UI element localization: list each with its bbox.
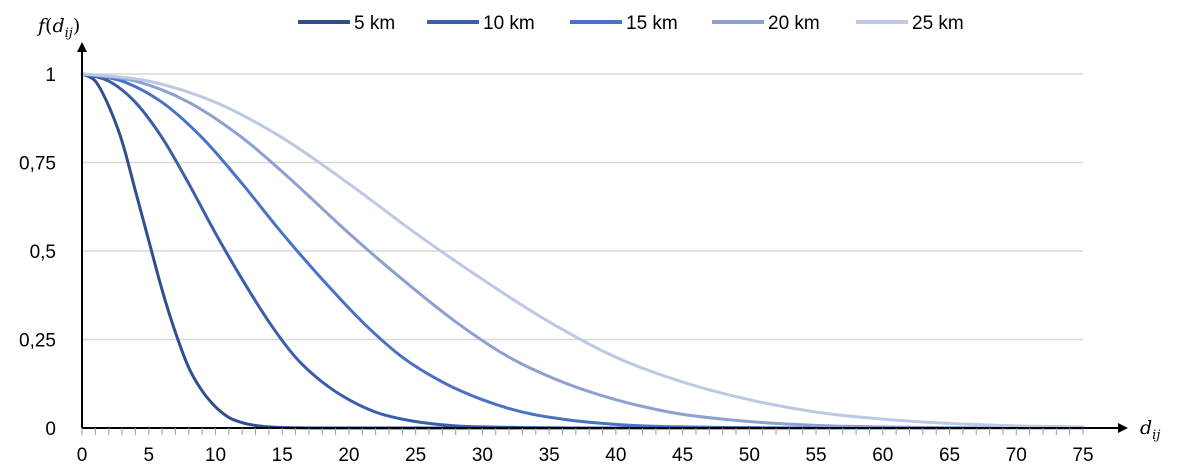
y-tick-label-4: 1 [45, 65, 56, 86]
x-tick-label-5: 25 [405, 445, 426, 466]
y-axis-title-base: d [52, 15, 64, 37]
y-tick-label-0: 0 [45, 419, 56, 440]
series-line-20-km [80, 72, 1085, 430]
legend-label-1: 10 km [483, 13, 535, 34]
series-line-25-km [80, 72, 1085, 429]
x-axis-title-sub: ij [1152, 428, 1160, 443]
x-tick-label-2: 10 [205, 445, 226, 466]
y-axis-title-sub: ij [65, 26, 73, 41]
x-tick-label-6: 30 [472, 445, 493, 466]
x-tick-label-13: 65 [939, 445, 960, 466]
y-tick-label-2: 0,5 [30, 242, 56, 263]
x-tick-label-15: 75 [1072, 445, 1093, 466]
x-tick-label-4: 20 [338, 445, 359, 466]
x-ticks: 0 5 10 15 20 25 30 35 40 45 50 55 60 65 70 75 [77, 428, 1094, 466]
x-tick-label-7: 35 [539, 445, 560, 466]
axes [77, 42, 1128, 433]
legend: 5 km 10 km 15 km 20 km 25 km [298, 13, 964, 34]
x-axis-title: dij [1140, 417, 1160, 443]
legend-label-3: 20 km [768, 13, 820, 34]
y-tick-label-1: 0,25 [19, 331, 56, 352]
y-axis-title-close: ) [73, 15, 80, 37]
x-tick-label-10: 50 [739, 445, 760, 466]
y-ticks: 0 0,25 0,5 0,75 1 [19, 65, 56, 440]
legend-label-4: 25 km [912, 13, 964, 34]
x-tick-label-0: 0 [77, 445, 88, 466]
y-tick-label-3: 0,75 [19, 154, 56, 175]
x-tick-label-8: 40 [605, 445, 626, 466]
x-tick-label-3: 15 [272, 445, 293, 466]
legend-label-0: 5 km [354, 13, 395, 34]
x-axis-title-base: d [1140, 417, 1152, 439]
y-axis-title-open: ( [45, 15, 52, 37]
x-tick-label-9: 45 [672, 445, 693, 466]
legend-label-2: 15 km [626, 13, 678, 34]
grid-lines [82, 73, 1083, 341]
y-axis-title: f(dij) [36, 15, 80, 41]
x-tick-label-12: 60 [872, 445, 893, 466]
x-tick-label-1: 5 [143, 445, 154, 466]
y-axis-title-fn: f [36, 15, 48, 37]
x-tick-label-11: 55 [805, 445, 826, 466]
x-tick-label-14: 70 [1006, 445, 1027, 466]
